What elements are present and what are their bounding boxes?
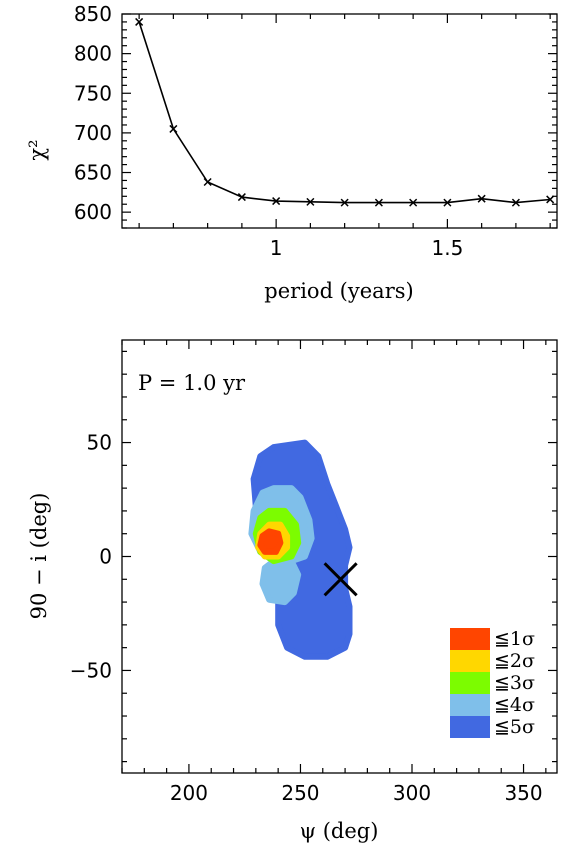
y-tick-label: 850 [74,2,112,26]
region-≦4σ [259,558,302,606]
y-tick-label: −50 [70,658,112,682]
legend-swatch [450,716,490,738]
chi2-point [340,198,349,207]
y-tick-label: 0 [99,545,112,569]
x-axis-label-top: period (years) [264,279,413,303]
x-tick-label: 350 [504,781,542,805]
x-tick-label: 1.5 [431,236,463,260]
x-axis-label-bottom: ψ (deg) [300,819,379,843]
chi2-point [272,197,281,206]
legend-swatch [450,628,490,650]
chi2-point [203,177,212,187]
chi2-point [306,197,315,206]
chi2-point [443,198,452,207]
legend-label: ≦5σ [494,716,535,738]
chi2-line [138,21,551,204]
legend-swatch [450,672,490,694]
true-value-marker [323,562,358,597]
chi2-point [135,17,144,26]
chi2-point [511,198,520,207]
legend-label: ≦4σ [494,694,535,716]
legend-swatch [450,650,490,672]
chi2-point [477,194,486,203]
confidence-regions [248,439,353,660]
chi2-point [237,193,246,202]
y-tick-label: 650 [74,161,112,185]
y-tick-label: 700 [74,121,112,145]
y-tick-label: 600 [74,200,112,224]
top-axis-ticks: 1 1.5 600 650 700 750 800 850 [74,2,557,260]
top-plot-frame [121,13,558,229]
legend: ≦1σ≦2σ≦3σ≦4σ≦5σ [450,628,535,738]
legend-label: ≦2σ [494,650,535,672]
bottom-axis-ticks: 200 250 300 350 −50 0 50 [70,340,557,805]
y-axis-label-bottom: 90 − i (deg) [27,493,51,620]
x-tick-label: 300 [393,781,431,805]
y-tick-label: 50 [87,431,112,455]
true-value-stroke [323,562,358,597]
period-annotation: P = 1.0 yr [138,371,246,395]
legend-swatch [450,694,490,716]
x-tick-label: 200 [170,781,208,805]
legend-label: ≦1σ [494,628,535,650]
y-tick-label: 750 [74,81,112,105]
chi2-vs-period-panel: 1 1.5 600 650 700 750 800 850 period (years) χ² [25,2,558,303]
y-tick-label: 800 [74,42,112,66]
chi2-point [374,198,383,207]
chi2-point [169,124,178,133]
chi2-curve [135,17,555,207]
chi2-point [546,195,555,204]
legend-label: ≦3σ [494,672,535,694]
region-≦1σ [257,528,284,555]
chi2-point [409,198,418,207]
y-axis-label-top: χ² [25,139,49,160]
x-tick-label: 250 [281,781,319,805]
x-tick-label: 1 [270,236,283,260]
